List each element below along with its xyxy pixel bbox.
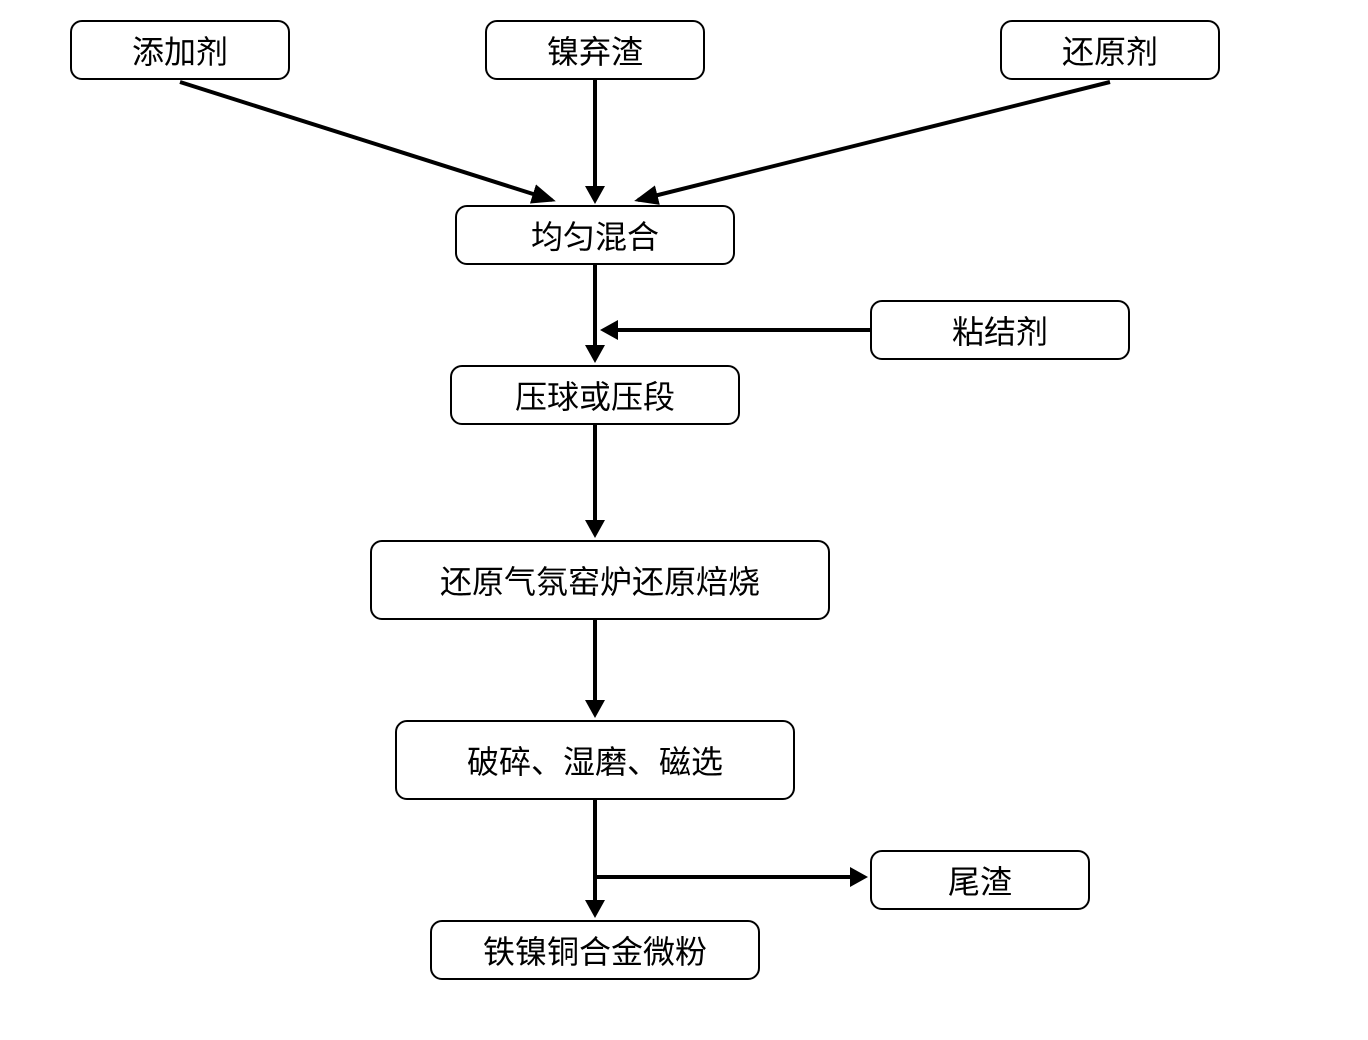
arrow-head-left — [600, 320, 618, 340]
node-tailings: 尾渣 — [870, 850, 1090, 910]
node-additive: 添加剂 — [70, 20, 290, 80]
node-label: 添加剂 — [132, 27, 228, 73]
arrow-line — [593, 800, 597, 902]
node-label: 尾渣 — [948, 857, 1012, 903]
arrow-line — [593, 265, 597, 347]
node-pelletize: 压球或压段 — [450, 365, 740, 425]
node-label: 压球或压段 — [515, 372, 675, 418]
node-label: 粘结剂 — [952, 307, 1048, 353]
node-binder: 粘结剂 — [870, 300, 1130, 360]
node-label: 铁镍铜合金微粉 — [483, 927, 707, 973]
arrow-line — [593, 425, 597, 522]
arrow-head-right — [850, 867, 868, 887]
arrow-head-down — [585, 345, 605, 363]
node-product: 铁镍铜合金微粉 — [430, 920, 760, 980]
node-nickel-slag: 镍弃渣 — [485, 20, 705, 80]
node-reduce-roast: 还原气氛窑炉还原焙烧 — [370, 540, 830, 620]
node-mix: 均匀混合 — [455, 205, 735, 265]
arrow-head-down — [585, 900, 605, 918]
node-crush-grind: 破碎、湿磨、磁选 — [395, 720, 795, 800]
node-label: 破碎、湿磨、磁选 — [467, 737, 723, 783]
arrow-head-down — [585, 700, 605, 718]
arrow-line — [593, 80, 597, 188]
arrow-diagonal-left — [0, 0, 1368, 1040]
arrow-line — [593, 620, 597, 702]
node-label: 均匀混合 — [531, 212, 659, 258]
node-label: 还原剂 — [1062, 27, 1158, 73]
arrow-line — [597, 875, 852, 879]
node-label: 镍弃渣 — [547, 27, 643, 73]
arrow-head-down — [585, 520, 605, 538]
arrow-line — [617, 328, 870, 332]
node-reductant: 还原剂 — [1000, 20, 1220, 80]
arrow-head-down — [585, 186, 605, 204]
node-label: 还原气氛窑炉还原焙烧 — [440, 557, 760, 603]
